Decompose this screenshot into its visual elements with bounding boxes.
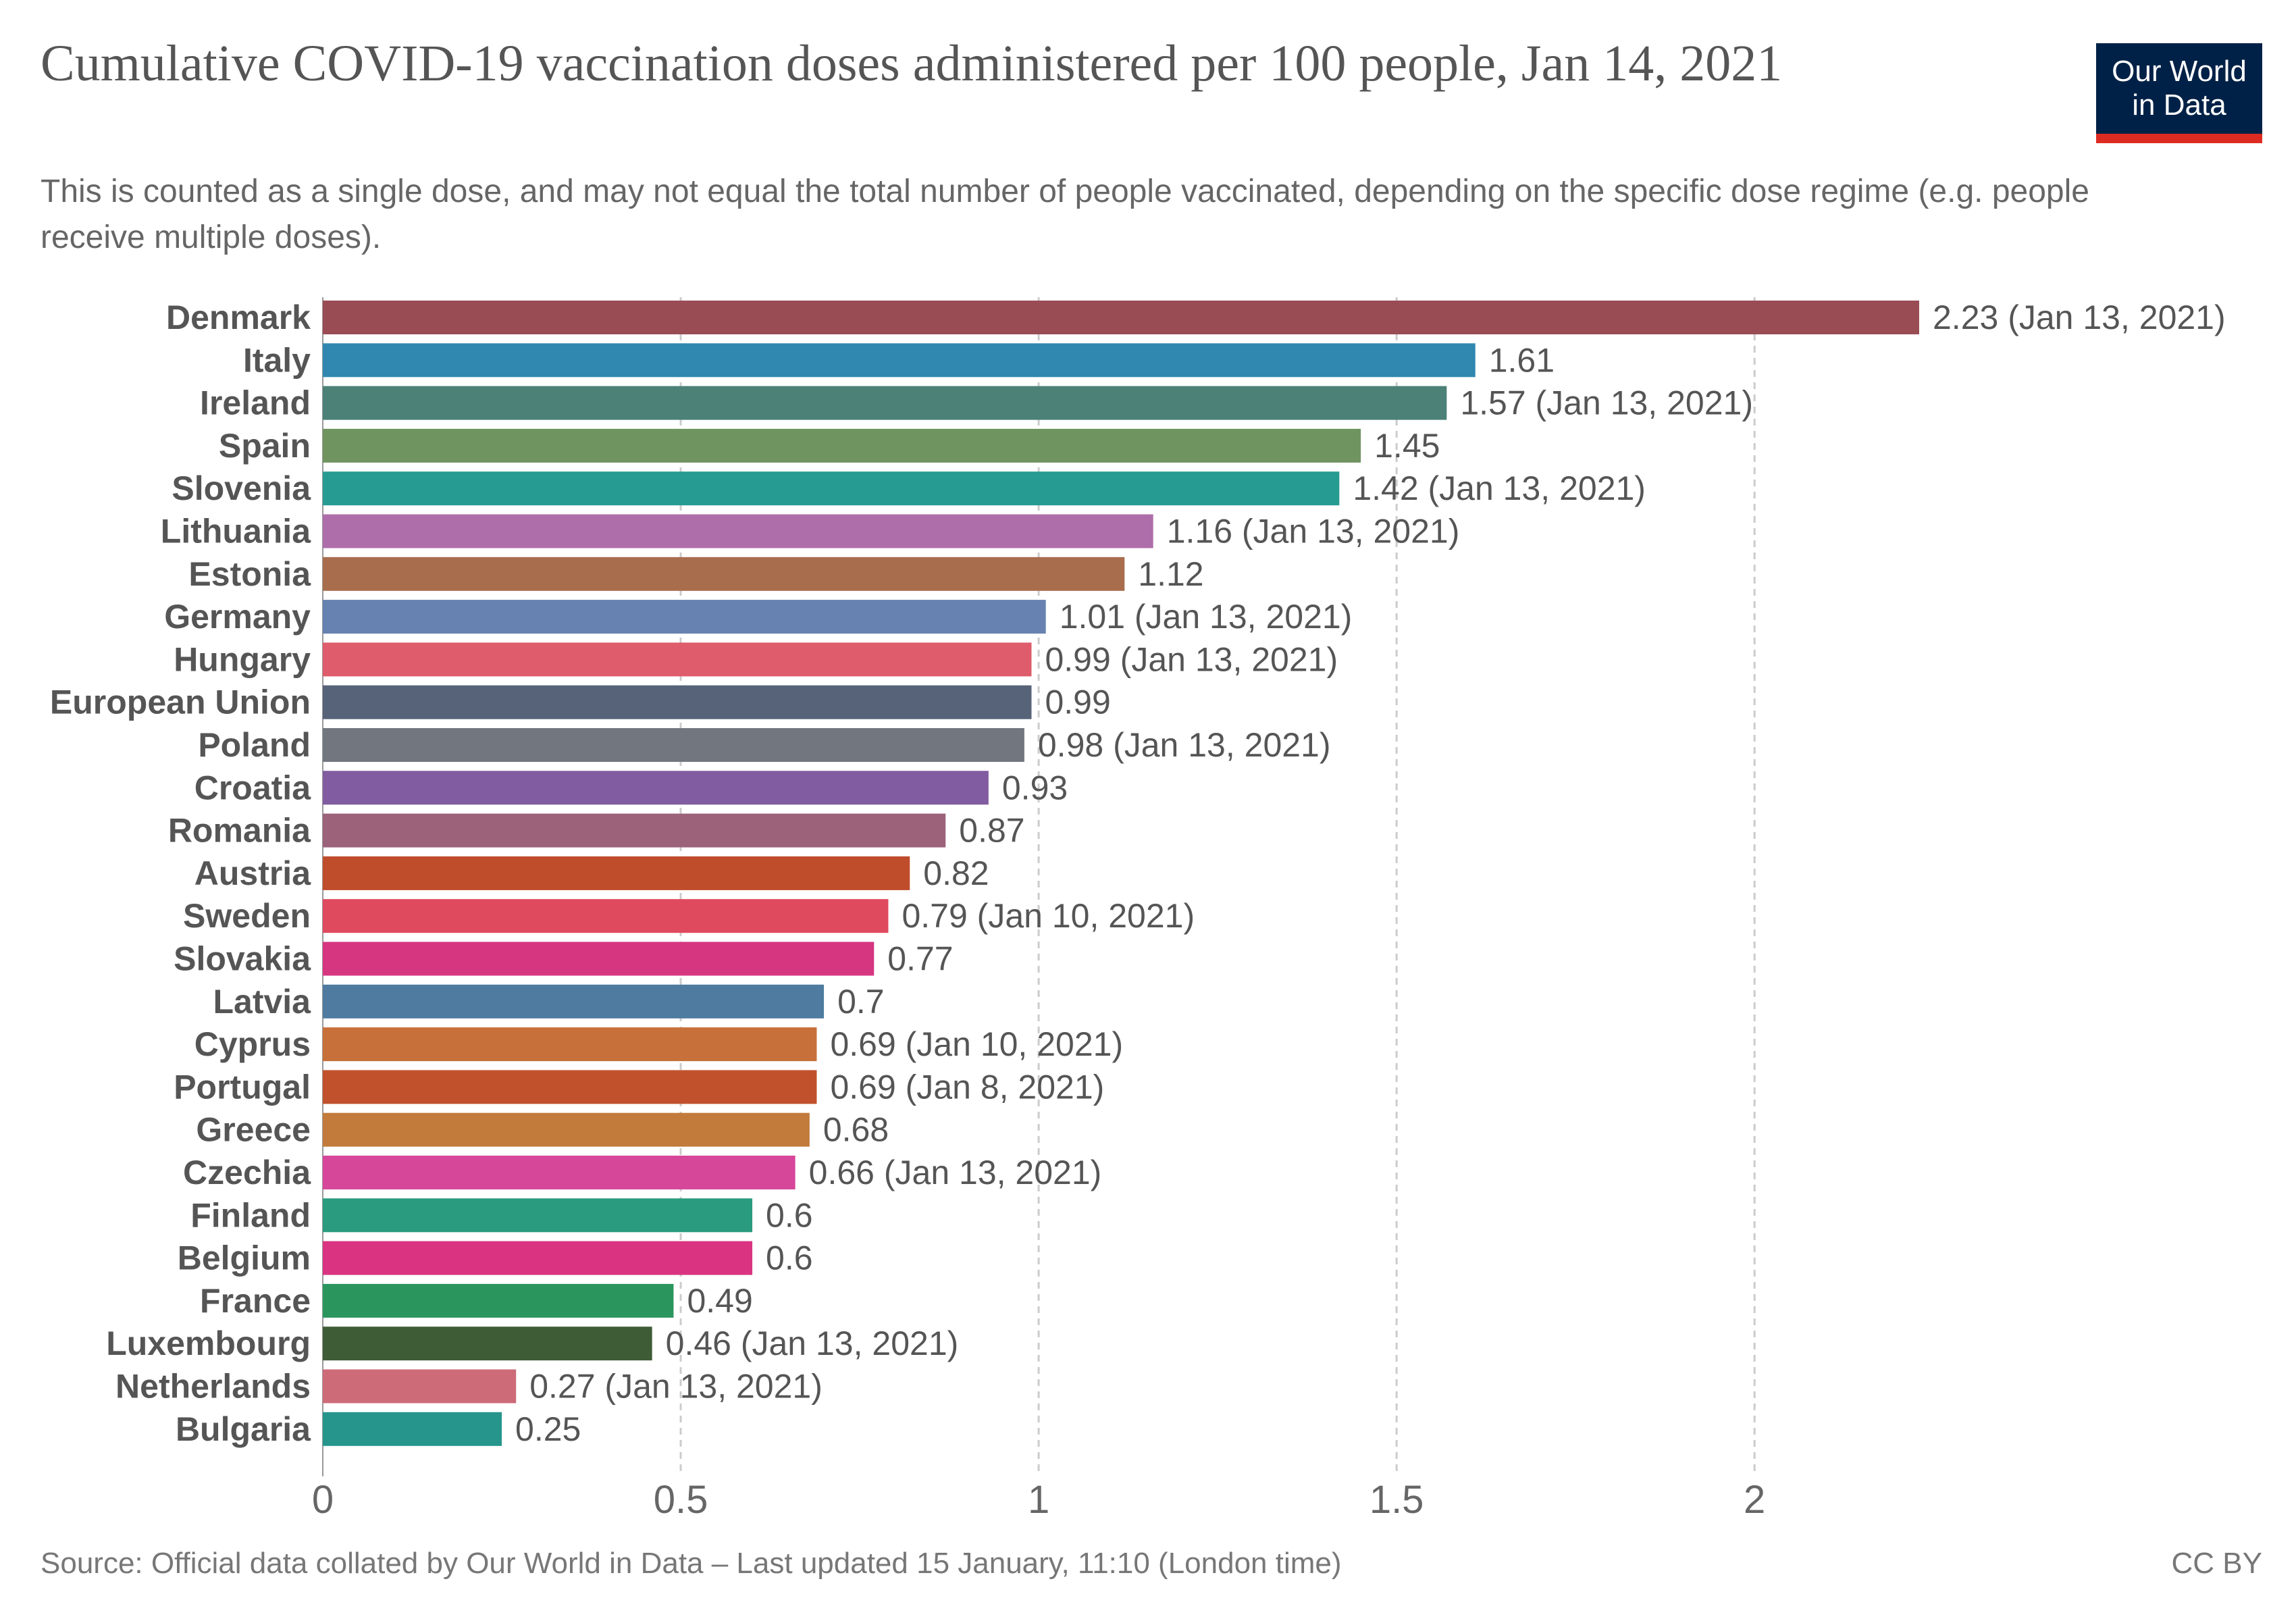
value-label: 0.93 <box>1002 769 1068 806</box>
value-label: 0.79 (Jan 10, 2021) <box>902 897 1195 935</box>
value-label: 0.99 <box>1045 684 1110 721</box>
value-label: 0.77 <box>887 940 953 978</box>
category-label: Slovakia <box>174 940 311 978</box>
category-label: Portugal <box>174 1068 311 1106</box>
bar-france[interactable] <box>323 1283 674 1318</box>
value-label: 0.25 <box>515 1410 581 1448</box>
value-label: 0.98 (Jan 13, 2021) <box>1038 726 1331 764</box>
bar-lithuania[interactable] <box>323 514 1153 548</box>
value-label: 1.57 (Jan 13, 2021) <box>1460 384 1753 422</box>
value-label: 1.12 <box>1138 555 1203 593</box>
x-tick-label-3: 1.5 <box>1369 1478 1424 1522</box>
value-label: 1.42 (Jan 13, 2021) <box>1353 469 1646 507</box>
value-label: 1.61 <box>1489 341 1555 379</box>
bar-portugal[interactable] <box>323 1070 817 1104</box>
bar-italy[interactable] <box>323 343 1476 378</box>
category-label: Finland <box>190 1196 311 1234</box>
bar-estonia[interactable] <box>323 557 1125 591</box>
bars <box>323 301 1919 1446</box>
bar-netherlands[interactable] <box>323 1369 517 1404</box>
bar-poland[interactable] <box>323 728 1024 762</box>
source-note[interactable]: Source: Official data collated by Our Wo… <box>41 1547 1342 1580</box>
category-label: Italy <box>243 341 311 379</box>
x-tick-label-2: 1 <box>1028 1478 1049 1522</box>
category-label: Czechia <box>183 1154 311 1191</box>
bar-slovakia[interactable] <box>323 942 875 976</box>
category-label: Germany <box>164 598 311 636</box>
category-label: Slovenia <box>172 469 311 507</box>
category-label: Poland <box>198 726 311 764</box>
category-label: Sweden <box>183 897 311 935</box>
category-label: Ireland <box>200 384 311 422</box>
x-tick-label-4: 2 <box>1744 1478 1765 1522</box>
bar-bulgaria[interactable] <box>323 1412 502 1446</box>
bar-cyprus[interactable] <box>323 1027 817 1062</box>
owid-logo[interactable]: Our World in Data <box>2096 43 2262 143</box>
category-label: Belgium <box>178 1239 311 1277</box>
category-label: Croatia <box>194 769 311 806</box>
value-label: 0.46 (Jan 13, 2021) <box>666 1324 959 1362</box>
bar-european-union[interactable] <box>323 685 1032 719</box>
category-label: France <box>200 1282 311 1320</box>
chart-title: Cumulative COVID-19 vaccination doses ad… <box>41 35 1783 92</box>
bar-ireland[interactable] <box>323 386 1447 420</box>
bar-czechia[interactable] <box>323 1156 795 1189</box>
value-label: 0.69 (Jan 8, 2021) <box>830 1068 1104 1106</box>
category-label: Latvia <box>213 983 311 1021</box>
bar-denmark[interactable] <box>323 301 1919 334</box>
bar-belgium[interactable] <box>323 1241 753 1275</box>
bar-slovenia[interactable] <box>323 471 1340 506</box>
bar-austria[interactable] <box>323 856 910 890</box>
labels: Denmark 2.23 (Jan 13, 2021) Italy 1.61 Irela… <box>50 299 2226 1448</box>
category-label: Hungary <box>174 640 311 678</box>
bar-luxembourg[interactable] <box>323 1327 652 1361</box>
value-label: 0.7 <box>837 983 885 1021</box>
category-label: Cyprus <box>194 1025 311 1063</box>
category-label: European Union <box>50 684 311 721</box>
value-label: 0.87 <box>959 812 1024 850</box>
bar-germany[interactable] <box>323 600 1046 634</box>
value-label: 1.16 (Jan 13, 2021) <box>1167 513 1460 550</box>
category-label: Bulgaria <box>176 1410 311 1448</box>
value-label: 0.6 <box>766 1196 813 1234</box>
x-tick-label-0: 0 <box>312 1478 334 1522</box>
x-axis-ticks: 0 0.5 1 1.5 2 <box>312 1478 1765 1522</box>
chart-subtitle: This is counted as a single dose, and ma… <box>41 174 2089 255</box>
category-label: Greece <box>196 1111 311 1149</box>
value-label: 0.6 <box>766 1239 813 1277</box>
bar-croatia[interactable] <box>323 771 989 805</box>
category-label: Austria <box>194 854 311 892</box>
value-label: 0.27 (Jan 13, 2021) <box>529 1368 823 1406</box>
value-label: 0.82 <box>923 854 989 892</box>
category-label: Estonia <box>188 555 311 593</box>
bar-greece[interactable] <box>323 1112 810 1147</box>
category-label: Netherlands <box>115 1368 311 1406</box>
value-label: 0.68 <box>823 1111 889 1149</box>
bar-finland[interactable] <box>323 1198 753 1233</box>
bar-romania[interactable] <box>323 813 946 848</box>
bar-sweden[interactable] <box>323 899 889 933</box>
category-label: Lithuania <box>161 513 311 550</box>
value-label: 0.49 <box>687 1282 752 1320</box>
bar-hungary[interactable] <box>323 642 1032 677</box>
bar-spain[interactable] <box>323 428 1361 463</box>
license-link[interactable]: CC BY <box>2171 1547 2262 1580</box>
bar-latvia[interactable] <box>323 984 825 1019</box>
value-label: 0.99 (Jan 13, 2021) <box>1045 640 1338 678</box>
x-tick-label-1: 0.5 <box>654 1478 708 1522</box>
category-label: Denmark <box>166 299 311 336</box>
category-label: Romania <box>168 812 311 850</box>
category-label: Spain <box>219 427 311 465</box>
logo-line-2: in Data <box>2132 88 2226 122</box>
category-label: Luxembourg <box>106 1324 311 1362</box>
value-label: 1.45 <box>1374 427 1440 465</box>
value-label: 1.01 (Jan 13, 2021) <box>1060 598 1353 636</box>
value-label: 0.69 (Jan 10, 2021) <box>830 1025 1123 1063</box>
value-label: 0.66 (Jan 13, 2021) <box>809 1154 1102 1191</box>
value-label: 2.23 (Jan 13, 2021) <box>1933 299 2226 336</box>
logo-line-1: Our World <box>2112 55 2247 88</box>
